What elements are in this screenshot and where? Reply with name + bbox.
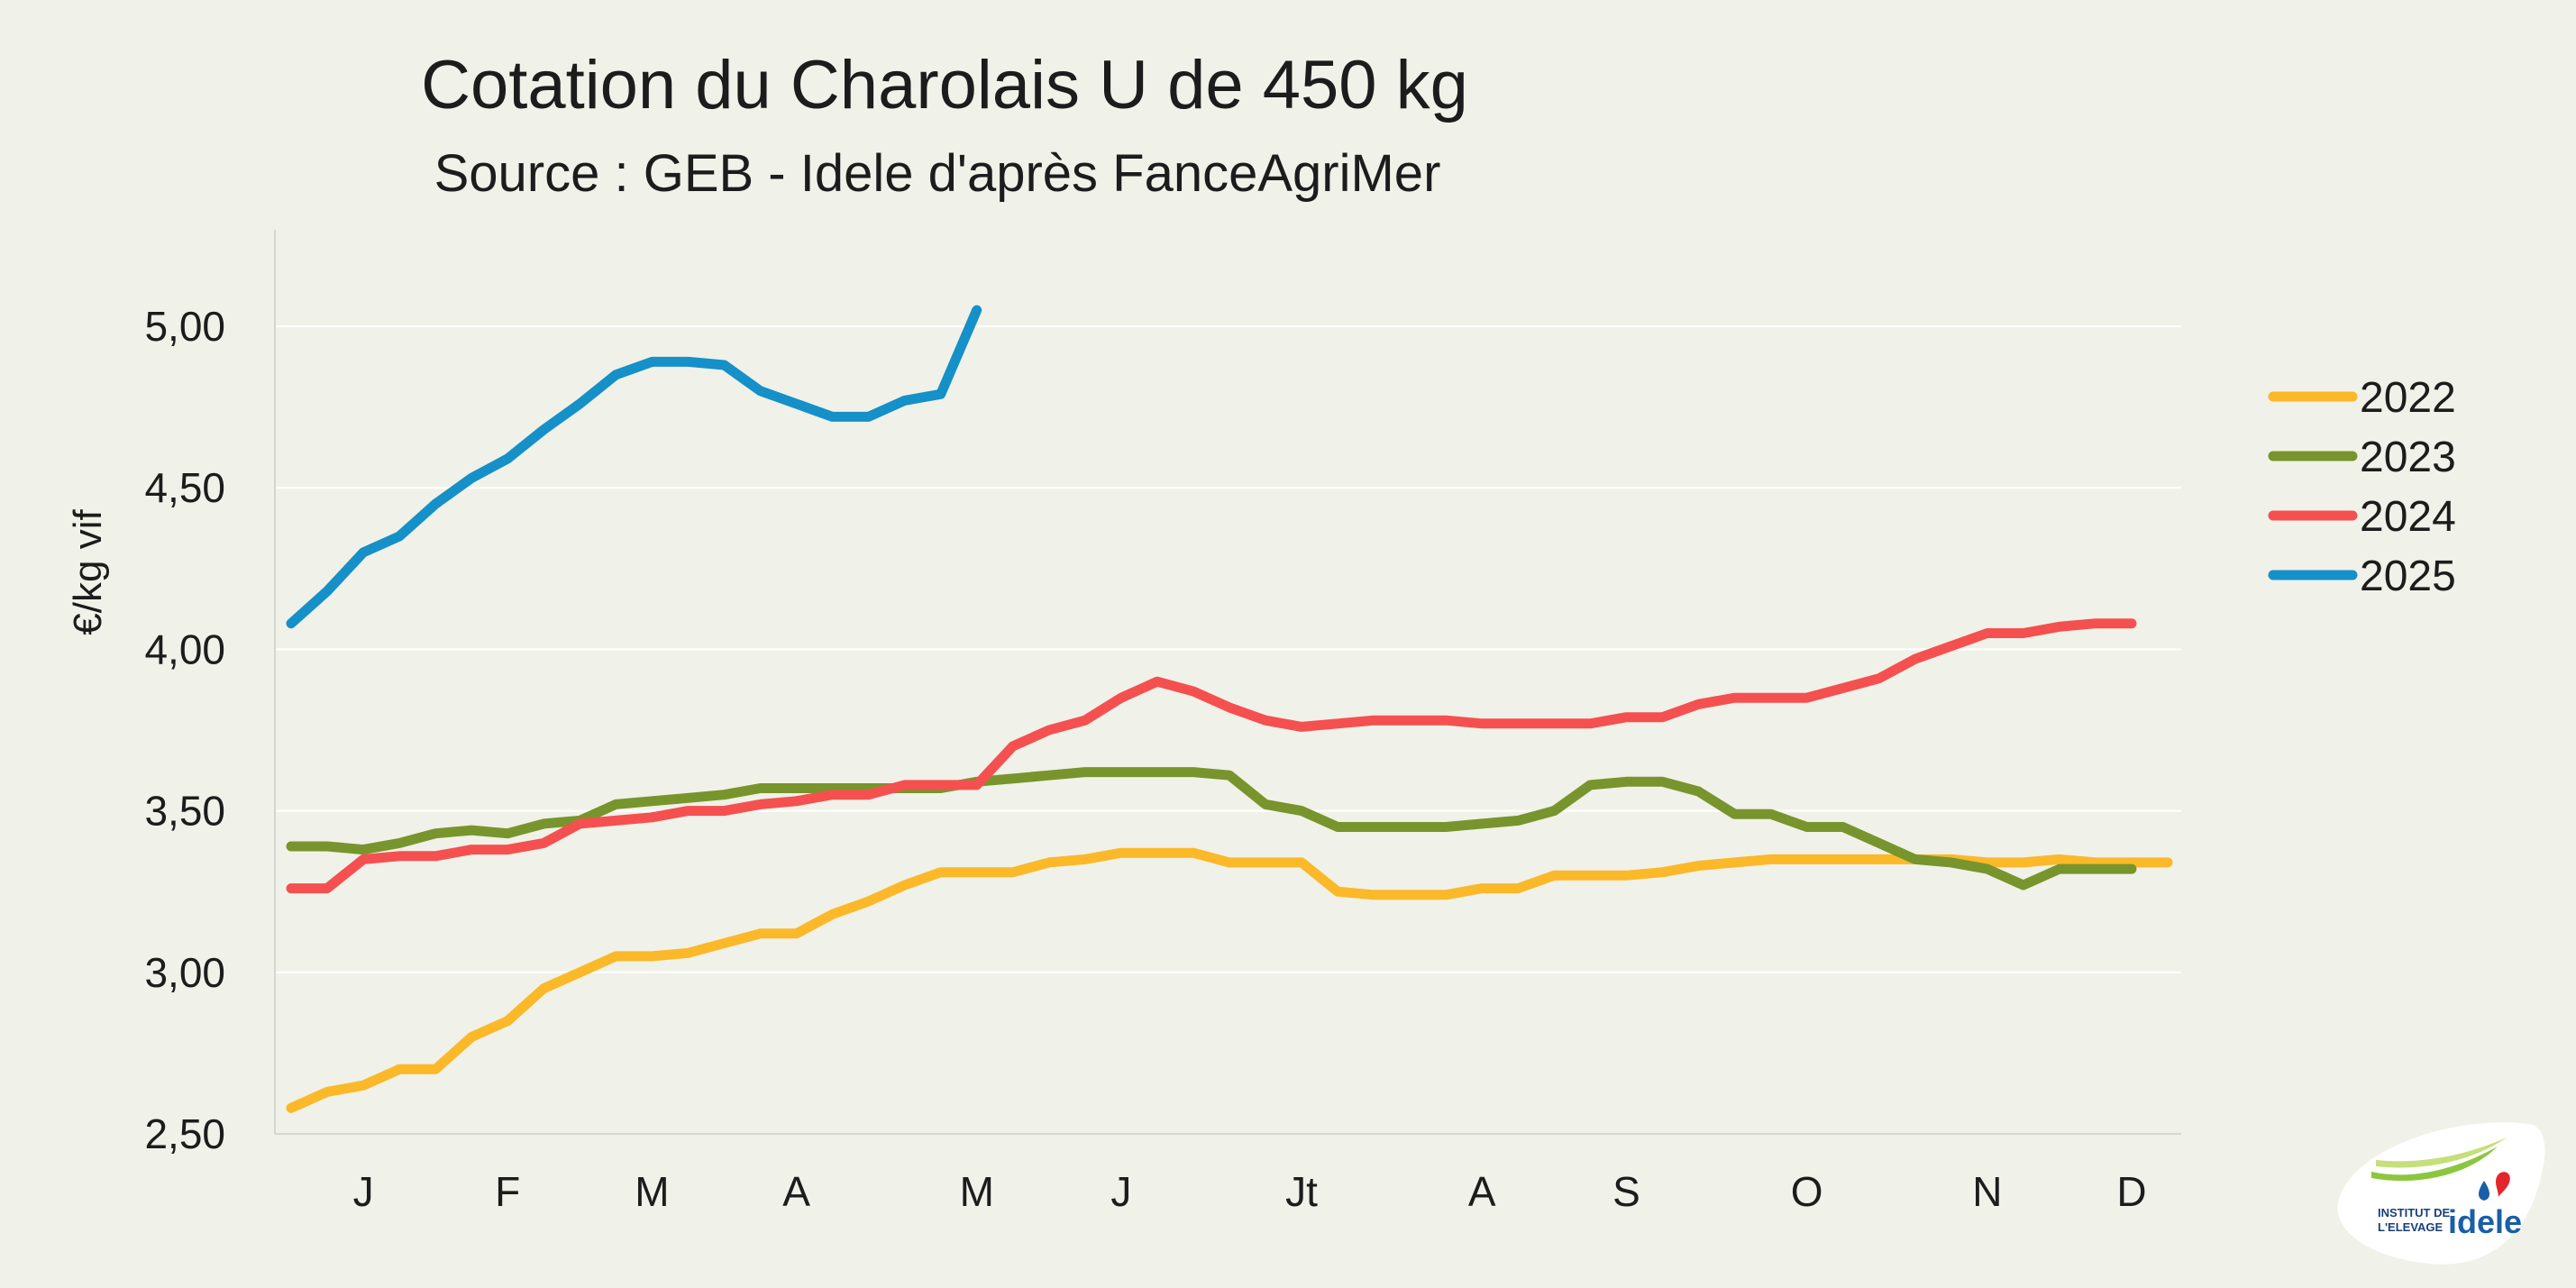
x-tick-label: D: [2116, 1168, 2146, 1215]
y-tick-label: 4,50: [144, 464, 225, 511]
x-tick-label: A: [782, 1168, 810, 1215]
axes: [274, 230, 2181, 1135]
logo-swoosh-lightgreen: [2376, 1137, 2507, 1168]
y-tick-label: 3,00: [144, 949, 225, 996]
series-line-2023: [286, 767, 2137, 891]
chart-title: Cotation du Charolais U de 450 kg: [421, 47, 1468, 123]
y-tick-label: 4,00: [144, 626, 225, 672]
logo-badge: [2337, 1122, 2545, 1265]
legend: 2022 2023 2024 2025: [2268, 374, 2456, 600]
logo-brand: idele: [2448, 1203, 2522, 1240]
logo-heart-red: [2496, 1172, 2510, 1197]
y-tick-label: 2,50: [144, 1110, 225, 1157]
y-tick-label: 3,50: [144, 788, 225, 835]
series-line-2025: [286, 305, 982, 629]
series-line-2024: [286, 618, 2137, 894]
legend-label-2023: 2023: [2360, 434, 2456, 481]
legend-label-2024: 2024: [2360, 493, 2456, 541]
x-tick-label: S: [1612, 1168, 1640, 1215]
series-lines: [286, 305, 2173, 1113]
logo-text-line1: INSTITUT DE: [2378, 1206, 2450, 1219]
idele-logo: INSTITUT DE L'ELEVAGE idele: [2322, 1110, 2547, 1268]
y-tick-label: 5,00: [144, 303, 225, 350]
x-tick-labels: J F M A M J Jt A S O N D: [353, 1168, 2147, 1215]
x-tick-label: M: [960, 1168, 994, 1215]
x-tick-label: N: [1972, 1168, 2002, 1215]
logo-drop-blue: [2479, 1181, 2489, 1201]
x-tick-label: A: [1468, 1168, 1496, 1215]
series-line-2022: [286, 847, 2173, 1113]
grid-lines: [275, 325, 2181, 1135]
chart-subtitle: Source : GEB - Idele d'après FanceAgriMe…: [434, 144, 1441, 203]
x-tick-label: Jt: [1285, 1168, 1318, 1215]
x-tick-label: J: [353, 1168, 374, 1215]
legend-label-2025: 2025: [2360, 553, 2456, 600]
legend-label-2022: 2022: [2360, 374, 2456, 422]
x-tick-label: M: [635, 1168, 669, 1215]
logo-text-line2: L'ELEVAGE: [2378, 1220, 2444, 1234]
x-tick-label: J: [1110, 1168, 1131, 1215]
logo-swoosh-green: [2371, 1146, 2498, 1182]
y-tick-labels: 2,50 3,00 3,50 4,00 4,50 5,00: [144, 303, 225, 1157]
x-tick-label: O: [1791, 1168, 1823, 1215]
y-axis-label: €/kg vif: [66, 509, 110, 635]
x-tick-label: F: [495, 1168, 520, 1215]
